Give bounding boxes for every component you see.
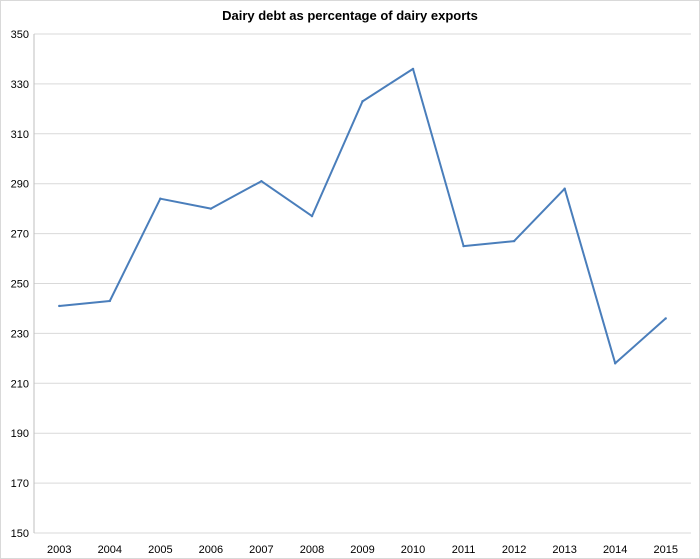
x-axis-ticks: 2003 2004 2005 2006 2007 2008 2009 2010 2011 2012… bbox=[47, 544, 678, 556]
data-point-2014 bbox=[613, 362, 617, 365]
y-tick-label: 190 bbox=[11, 428, 29, 440]
y-tick-label: 350 bbox=[11, 29, 29, 41]
data-point-2008 bbox=[310, 214, 314, 218]
x-tick-label: 2012 bbox=[502, 544, 526, 556]
x-tick-label: 2007 bbox=[249, 544, 273, 556]
x-tick-label: 2011 bbox=[452, 544, 476, 556]
gridlines bbox=[33, 33, 691, 534]
data-point-2003 bbox=[58, 304, 61, 308]
data-point-2006 bbox=[209, 207, 213, 210]
x-tick-label: 2005 bbox=[148, 544, 172, 556]
x-tick-label: 2010 bbox=[401, 544, 425, 556]
data-point-2005 bbox=[159, 197, 162, 200]
y-tick-label: 170 bbox=[11, 478, 29, 490]
y-axis-ticks: 150 170 190 210 230 250 270 290 310 330 350 bbox=[11, 29, 29, 540]
data-point-2010 bbox=[411, 67, 415, 71]
series-line bbox=[59, 67, 667, 365]
chart-title: Dairy debt as percentage of dairy export… bbox=[222, 8, 478, 23]
x-tick-label: 2009 bbox=[350, 544, 374, 556]
x-tick-label: 2008 bbox=[300, 544, 324, 556]
y-tick-label: 210 bbox=[11, 378, 29, 390]
y-tick-label: 290 bbox=[11, 179, 29, 191]
y-tick-label: 310 bbox=[11, 129, 29, 141]
y-tick-label: 270 bbox=[11, 229, 29, 241]
series-layer bbox=[58, 67, 667, 365]
data-point-2015 bbox=[664, 317, 667, 320]
y-tick-label: 250 bbox=[11, 279, 29, 291]
x-tick-label: 2004 bbox=[98, 544, 122, 556]
y-tick-label: 150 bbox=[11, 528, 29, 540]
data-point-2007 bbox=[260, 180, 263, 183]
data-point-2004 bbox=[108, 299, 112, 303]
data-point-2013 bbox=[563, 187, 566, 190]
x-tick-label: 2006 bbox=[199, 544, 223, 556]
y-tick-label: 230 bbox=[11, 328, 29, 340]
y-tick-label: 330 bbox=[11, 79, 29, 91]
x-tick-label: 2013 bbox=[552, 544, 576, 556]
x-tick-label: 2003 bbox=[47, 544, 71, 556]
data-point-2012 bbox=[512, 239, 516, 243]
x-tick-label: 2014 bbox=[603, 544, 627, 556]
data-point-2009 bbox=[361, 100, 364, 103]
data-point-2011 bbox=[462, 244, 465, 248]
x-tick-label: 2015 bbox=[653, 544, 677, 556]
